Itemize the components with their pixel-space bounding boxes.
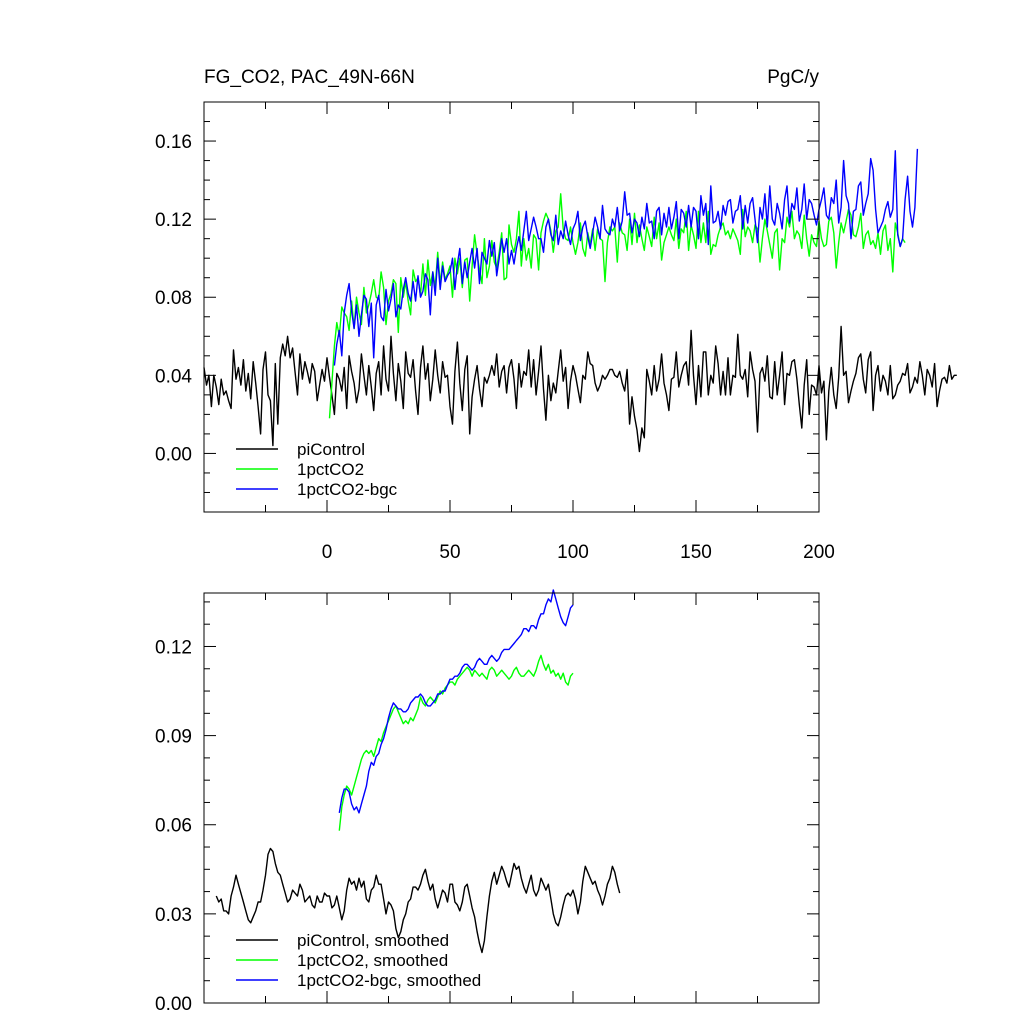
- top-series-line-2: [333, 148, 919, 366]
- bottom-y-tick-label: 0.03: [155, 905, 192, 926]
- bottom-legend-label-0: piControl, smoothed: [297, 931, 449, 950]
- top-y-tick-label: 0.04: [155, 366, 192, 387]
- top-x-tick-label: 200: [803, 542, 835, 563]
- top-panel-tick-labels: 0.00 0.04 0.08 0.12 0.16 0 50 100 150 200: [155, 132, 835, 563]
- top-series-line-1: [328, 193, 906, 419]
- top-legend-label-0: piControl: [297, 440, 365, 459]
- bottom-y-tick-label: 0.12: [155, 637, 192, 658]
- bottom-series-line-0: [215, 847, 621, 954]
- bottom-series-line-1: [338, 654, 574, 831]
- top-legend-label-1: 1pctCO2: [297, 460, 364, 479]
- top-panel-title-right: PgC/y: [767, 67, 819, 88]
- top-panel-tick-layer: [204, 101, 820, 512]
- top-panel-series-layer: [203, 148, 957, 453]
- bottom-y-tick-label: 0.06: [155, 816, 192, 837]
- top-x-tick-label: 0: [322, 542, 333, 563]
- bottom-panel-tick-labels: 0.00 0.03 0.06 0.09 0.12: [155, 637, 192, 1015]
- top-y-tick-label: 0.16: [155, 132, 192, 153]
- bottom-y-tick-label: 0.00: [155, 994, 192, 1015]
- top-series-line-0: [203, 325, 957, 453]
- top-y-tick-label: 0.08: [155, 288, 192, 309]
- bottom-panel-frame: [203, 592, 820, 1004]
- bottom-legend-label-1: 1pctCO2, smoothed: [297, 951, 448, 970]
- top-legend-label-2: 1pctCO2-bgc: [297, 480, 398, 499]
- bottom-y-tick-label: 0.09: [155, 727, 192, 748]
- top-x-tick-label: 50: [439, 542, 460, 563]
- top-panel: FG_CO2, PAC_49N-66N PgC/y 0.000.040.080.…: [155, 67, 957, 563]
- top-x-tick-label: 150: [680, 542, 712, 563]
- top-panel-frame: [203, 101, 820, 513]
- top-y-tick-label: 0.12: [155, 210, 192, 231]
- top-panel-title-left: FG_CO2, PAC_49N-66N: [204, 67, 415, 88]
- bottom-legend-label-2: 1pctCO2-bgc, smoothed: [297, 971, 481, 990]
- top-y-tick-label: 0.00: [155, 444, 192, 465]
- bottom-panel: 0.00 0.03 0.06 0.09 0.12 piControl, smoothed…: [155, 589, 820, 1015]
- bottom-series-line-2: [338, 589, 574, 814]
- top-x-tick-label: 100: [557, 542, 589, 563]
- bottom-panel-series-layer: [215, 589, 621, 954]
